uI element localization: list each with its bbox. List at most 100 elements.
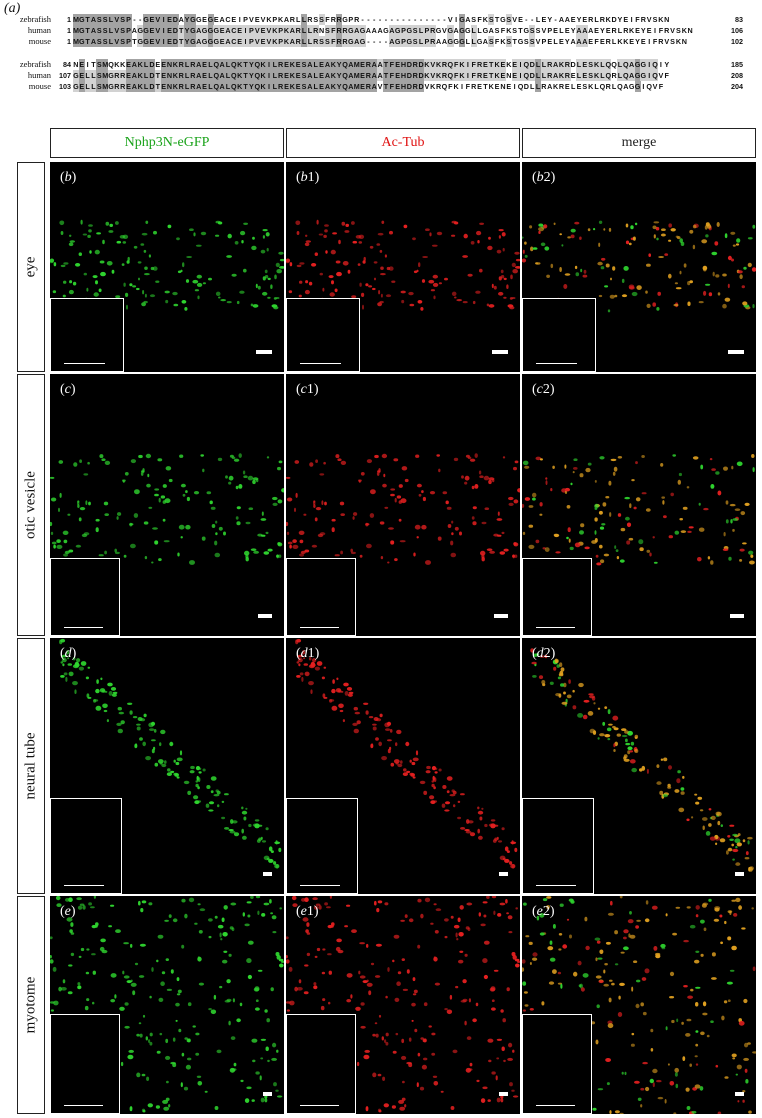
conservation-shade bbox=[137, 59, 144, 70]
conservation-shade bbox=[248, 36, 255, 47]
row-label-text: neural tube bbox=[22, 732, 39, 800]
conservation-shade bbox=[505, 14, 513, 25]
conservation-shade bbox=[295, 70, 302, 81]
conservation-shade bbox=[73, 70, 80, 81]
conservation-shade bbox=[359, 36, 366, 47]
conservation-shade bbox=[266, 36, 273, 47]
conservation-shade bbox=[418, 81, 425, 92]
conservation-shade bbox=[254, 25, 261, 36]
conservation-shade bbox=[576, 36, 583, 47]
conservation-shade bbox=[108, 14, 115, 25]
conservation-shade bbox=[184, 81, 191, 92]
conservation-shade bbox=[289, 25, 296, 36]
conservation-shade bbox=[119, 70, 126, 81]
conservation-shade bbox=[347, 36, 355, 47]
conservation-shade bbox=[488, 14, 495, 25]
conservation-shade bbox=[236, 70, 243, 81]
conservation-shade bbox=[102, 81, 109, 92]
conservation-shade bbox=[149, 70, 156, 81]
conservation-shade bbox=[605, 59, 612, 70]
conservation-shade bbox=[622, 59, 630, 70]
conservation-shade bbox=[143, 36, 150, 47]
panel-label: (d) bbox=[60, 646, 77, 661]
conservation-shade bbox=[213, 25, 220, 36]
conservation-shade bbox=[535, 59, 542, 70]
conservation-shade bbox=[108, 81, 115, 92]
conservation-shade bbox=[517, 59, 524, 70]
panel-label: (d2) bbox=[532, 646, 556, 661]
zoom-inset bbox=[522, 1014, 592, 1114]
conservation-shade bbox=[318, 36, 325, 47]
conservation-shade bbox=[301, 70, 308, 81]
conservation-shade bbox=[318, 59, 325, 70]
conservation-shade bbox=[383, 70, 390, 81]
conservation-shade bbox=[494, 59, 501, 70]
zoom-inset bbox=[522, 798, 594, 894]
conservation-shade bbox=[166, 81, 173, 92]
conservation-shade bbox=[353, 25, 360, 36]
conservation-shade bbox=[500, 70, 507, 81]
conservation-shade bbox=[219, 81, 226, 92]
conservation-shade bbox=[628, 70, 635, 81]
conservation-shade bbox=[500, 59, 507, 70]
conservation-shade bbox=[646, 70, 653, 81]
conservation-shade bbox=[377, 70, 384, 81]
conservation-shade bbox=[447, 59, 454, 70]
conservation-shade bbox=[178, 25, 185, 36]
conservation-shade bbox=[184, 59, 191, 70]
conservation-shade bbox=[125, 14, 132, 25]
inset-scale-bar bbox=[300, 363, 341, 364]
conservation-shade bbox=[546, 70, 553, 81]
conservation-shade bbox=[260, 81, 267, 92]
end-position: 83 bbox=[735, 15, 743, 24]
conservation-shade bbox=[225, 59, 232, 70]
conservation-shade bbox=[464, 59, 472, 70]
conservation-shade bbox=[195, 81, 202, 92]
conservation-shade bbox=[353, 59, 360, 70]
conservation-shade bbox=[371, 59, 378, 70]
conservation-shade bbox=[166, 70, 173, 81]
conservation-shade bbox=[201, 81, 208, 92]
conservation-shade bbox=[84, 14, 91, 25]
conservation-shade bbox=[113, 14, 121, 25]
conservation-shade bbox=[359, 81, 366, 92]
conservation-shade bbox=[289, 59, 296, 70]
conservation-shade bbox=[301, 81, 308, 92]
conservation-shade bbox=[429, 25, 436, 36]
conservation-shade bbox=[248, 25, 255, 36]
conservation-shade bbox=[73, 36, 80, 47]
conservation-shade bbox=[178, 36, 185, 47]
conservation-shade bbox=[505, 36, 513, 47]
conservation-shade bbox=[342, 36, 349, 47]
conservation-shade bbox=[225, 70, 232, 81]
conservation-shade bbox=[459, 70, 466, 81]
inset-scale-bar bbox=[300, 885, 340, 886]
row-label-text: myotome bbox=[22, 976, 39, 1034]
conservation-shade bbox=[318, 81, 325, 92]
conservation-shade bbox=[336, 59, 343, 70]
conservation-shade bbox=[149, 25, 156, 36]
inset-scale-bar bbox=[64, 1105, 103, 1106]
conservation-shade bbox=[113, 25, 121, 36]
alignment-row: human 1 M G T A S S L V S P A G G E V I E D T Y G A G G G E A C E I P V E V… bbox=[3, 25, 743, 36]
species-name: human bbox=[27, 70, 51, 80]
conservation-shade bbox=[312, 36, 319, 47]
conservation-shade bbox=[277, 59, 284, 70]
conservation-shade bbox=[84, 81, 91, 92]
conservation-shade bbox=[371, 70, 378, 81]
conservation-shade bbox=[277, 70, 284, 81]
conservation-shade bbox=[330, 25, 337, 36]
fluorescence-signal bbox=[522, 896, 756, 1114]
conservation-shade bbox=[73, 81, 80, 92]
scale-bar bbox=[735, 872, 744, 876]
conservation-shade bbox=[219, 36, 226, 47]
conservation-shade bbox=[230, 36, 238, 47]
column-header-nphp3n-egfp: Nphp3N-eGFP bbox=[50, 128, 284, 158]
conservation-shade bbox=[529, 36, 536, 47]
conservation-shade bbox=[225, 36, 232, 47]
conservation-shade bbox=[266, 25, 273, 36]
scale-bar bbox=[263, 872, 272, 876]
conservation-shade bbox=[435, 70, 442, 81]
row-label-neural-tube: neural tube bbox=[17, 638, 45, 894]
conservation-shade bbox=[102, 70, 109, 81]
